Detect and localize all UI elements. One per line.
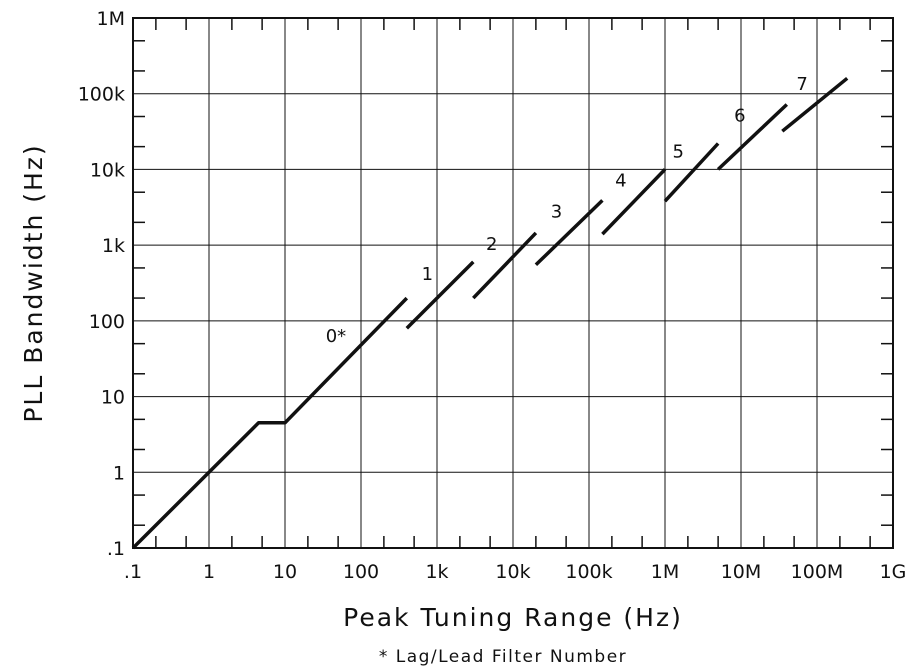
x-tick-label: 10	[273, 561, 297, 583]
y-tick-label: 1k	[102, 235, 125, 257]
filter-label-1: 1	[422, 264, 433, 285]
y-tick-label: 10k	[90, 159, 125, 181]
series-line-6	[716, 103, 789, 171]
x-tick-label: 100	[343, 561, 379, 583]
filter-label-2: 2	[486, 234, 497, 255]
x-tick-label: 100M	[791, 561, 844, 583]
y-tick-label: 100	[89, 311, 125, 333]
series-line-3	[534, 199, 604, 267]
y-tick-label: 1	[113, 462, 125, 484]
filter-label-0: 0*	[326, 326, 346, 347]
filter-number-note: * Lag/Lead Filter Number	[379, 647, 627, 667]
x-axis-title: Peak Tuning Range (Hz)	[343, 603, 683, 632]
series-line-4	[601, 168, 667, 236]
series-labels: 0* 1 2 3 4 5 6 7	[326, 74, 808, 347]
x-tick-label: 100k	[565, 561, 612, 583]
filter-label-3: 3	[551, 201, 562, 222]
minor-ticks	[133, 18, 893, 548]
series-line-0	[131, 296, 409, 550]
series-line-2	[472, 231, 538, 300]
y-tick-label: 1M	[97, 8, 125, 30]
filter-label-5: 5	[672, 141, 683, 162]
x-tick-label: 10M	[721, 561, 762, 583]
y-axis-title: PLL Bandwidth (Hz)	[19, 143, 48, 422]
series-lines	[131, 76, 849, 550]
x-tick-labels: .1 1 10 100 1k 10k 100k 1M 10M 100M 1G	[124, 561, 906, 583]
y-tick-labels: .1 1 10 100 1k 10k 100k 1M	[78, 8, 125, 560]
x-tick-label: .1	[124, 561, 142, 583]
plot-frame	[132, 17, 894, 549]
x-tick-label: 1G	[880, 561, 907, 583]
y-tick-label: 10	[101, 387, 125, 409]
series-line-7	[781, 76, 849, 133]
x-tick-label: 1	[203, 561, 215, 583]
grid	[132, 17, 894, 549]
y-tick-label: .1	[107, 538, 125, 560]
filter-label-6: 6	[734, 106, 745, 127]
y-tick-label: 100k	[78, 84, 125, 106]
series-line-1	[405, 260, 475, 330]
x-tick-label: 10k	[495, 561, 530, 583]
x-tick-label: 1k	[425, 561, 448, 583]
series-line-5	[663, 142, 720, 203]
x-tick-label: 1M	[651, 561, 679, 583]
filter-label-7: 7	[796, 74, 807, 95]
filter-label-4: 4	[615, 171, 626, 192]
